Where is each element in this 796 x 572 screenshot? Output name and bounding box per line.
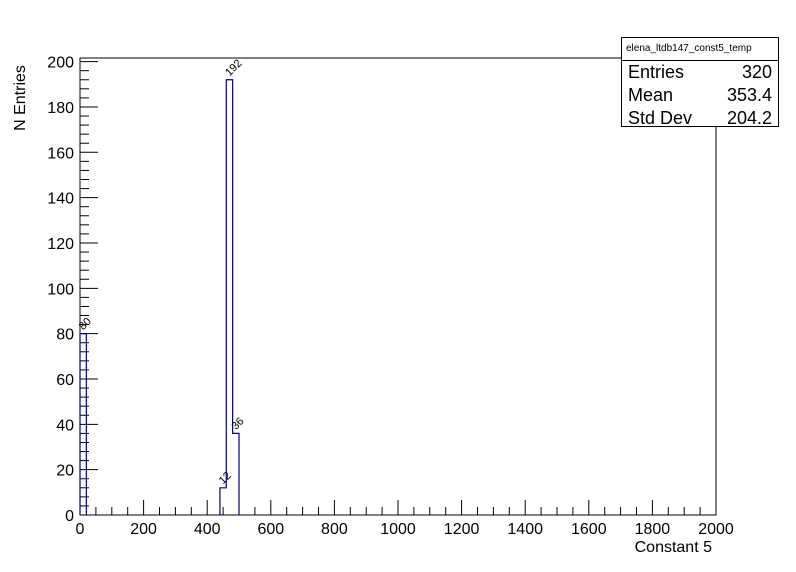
x-tick-label: 2000 — [698, 521, 734, 538]
y-tick-label: 80 — [56, 327, 74, 344]
y-tick-label: 180 — [47, 100, 74, 117]
y-tick-label: 160 — [47, 145, 74, 162]
stats-value: 204.2 — [726, 108, 772, 128]
stats-row-entries: Entries 320 — [622, 61, 778, 84]
x-tick-label: 1200 — [444, 521, 480, 538]
bin-value-label: 80 — [77, 316, 94, 333]
x-tick-label: 400 — [194, 521, 221, 538]
stats-row-stddev: Std Dev 204.2 — [622, 107, 778, 130]
stats-row-mean: Mean 353.4 — [622, 84, 778, 107]
x-tick-label: 1800 — [635, 521, 671, 538]
axes: 0 200 400 600 800 1000 1200 1400 1600 1800 2000 0 20… — [47, 55, 734, 538]
stats-box: elena_ltdb147_const5_temp Entries 320 Me… — [621, 37, 779, 130]
histogram-outline — [79, 79, 240, 515]
stats-value: 353.4 — [726, 85, 772, 105]
x-tick-label: 800 — [321, 521, 348, 538]
x-tick-label: 600 — [257, 521, 284, 538]
y-tick-label: 0 — [65, 508, 74, 525]
x-tick-label: 1600 — [571, 521, 607, 538]
y-tick-label: 200 — [47, 55, 74, 72]
y-tick-label: 20 — [56, 463, 74, 480]
histogram-bin — [226, 80, 232, 515]
x-tick-label: 1400 — [507, 521, 543, 538]
bin-value-label: 12 — [217, 470, 234, 487]
stats-label: Mean — [628, 85, 674, 105]
y-tick-label: 100 — [47, 281, 74, 298]
y-tick-label: 60 — [56, 372, 74, 389]
stats-label: Std Dev — [628, 108, 693, 128]
x-axis-title: Constant 5 — [634, 539, 712, 556]
histogram-bins — [79, 79, 240, 515]
x-tick-label: 200 — [130, 521, 157, 538]
bin-labels: 80 12 192 36 — [77, 57, 247, 487]
stats-label: Entries — [628, 62, 685, 82]
bin-value-label: 192 — [223, 57, 244, 78]
stats-value: 320 — [741, 62, 772, 82]
stats-title: elena_ltdb147_const5_temp — [622, 38, 778, 61]
y-axis-title: N Entries — [12, 65, 29, 131]
bin-value-label: 36 — [229, 415, 246, 432]
y-tick-label: 140 — [47, 191, 74, 208]
histogram-bin — [233, 433, 239, 515]
y-tick-label: 120 — [47, 236, 74, 253]
y-tick-label: 40 — [56, 417, 74, 434]
x-tick-label: 0 — [76, 521, 85, 538]
x-tick-label: 1000 — [380, 521, 416, 538]
